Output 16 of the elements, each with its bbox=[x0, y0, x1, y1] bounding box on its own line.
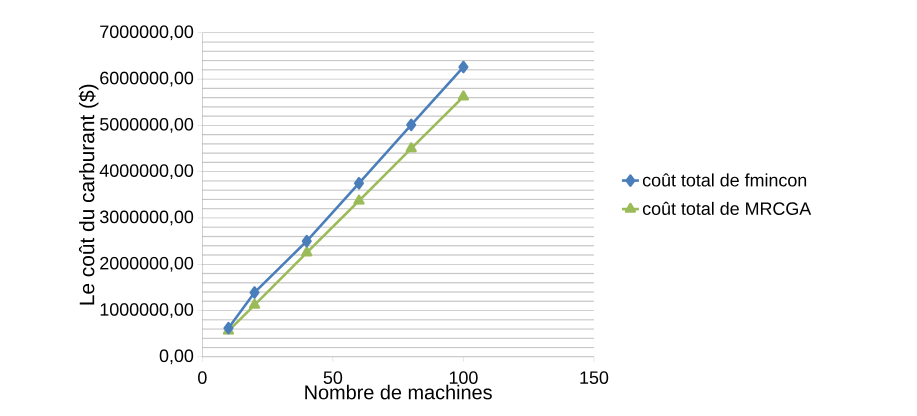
x-tick-label: 0 bbox=[198, 371, 207, 384]
y-tick-label: 7000000,00 bbox=[100, 25, 194, 40]
x-axis-title: Nombre de machines bbox=[305, 384, 492, 400]
legend-label: coût total de MRCGA bbox=[642, 202, 812, 215]
y-tick-label: 0,00 bbox=[160, 349, 194, 364]
y-tick-label: 6000000,00 bbox=[100, 71, 194, 86]
x-tick-label: 50 bbox=[324, 371, 342, 384]
legend-label: coût total de fmincon bbox=[642, 173, 806, 186]
y-tick-label: 3000000,00 bbox=[100, 210, 194, 226]
x-tick-label: 100 bbox=[450, 371, 478, 384]
y-tick-label: 5000000,00 bbox=[100, 118, 194, 133]
y-axis-title: Le coût du carburant ($) bbox=[78, 84, 98, 304]
y-tick-label: 4000000,00 bbox=[100, 164, 194, 179]
y-tick-label: 1000000,00 bbox=[100, 302, 194, 318]
y-tick-label: 2000000,00 bbox=[100, 256, 194, 272]
x-tick-label: 150 bbox=[580, 371, 608, 384]
